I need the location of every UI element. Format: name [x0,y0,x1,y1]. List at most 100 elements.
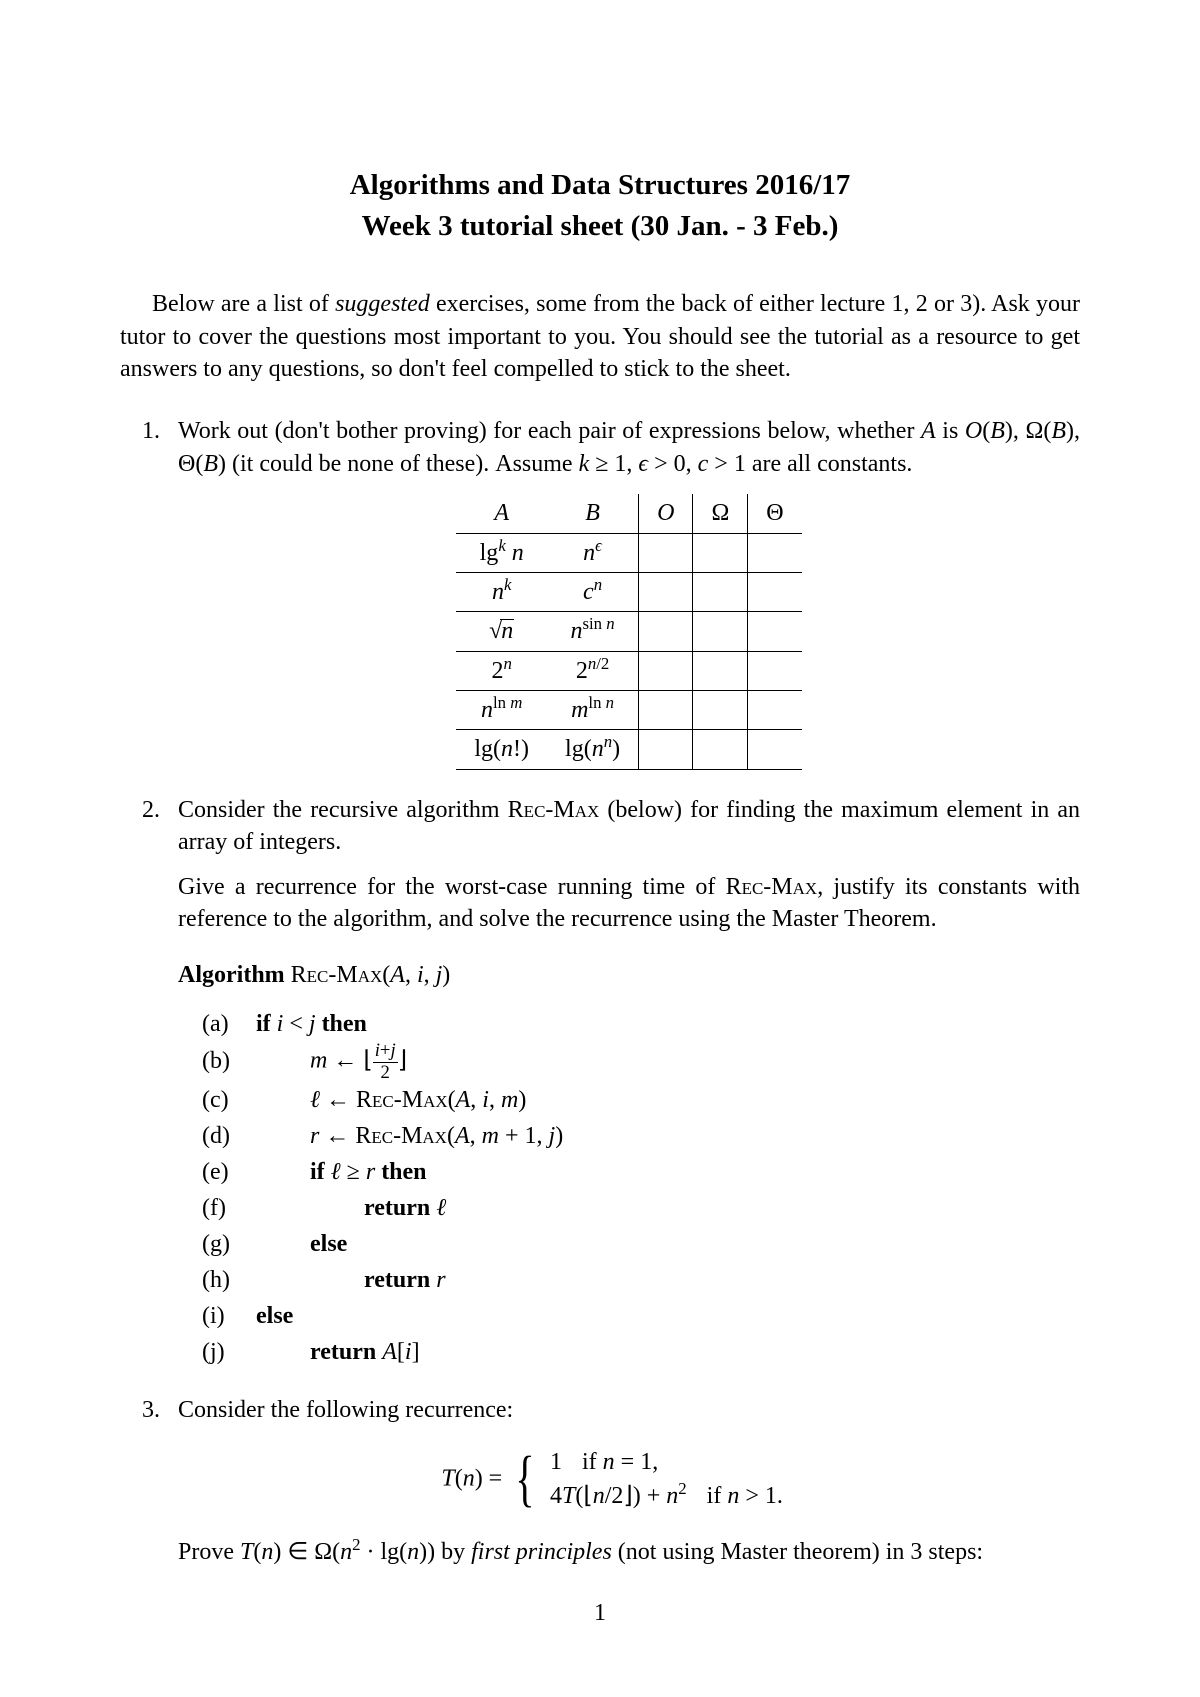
cell-Omega [693,572,748,611]
table-row: lg(n!) lg(nn) [456,730,801,769]
cell-Theta [748,730,802,769]
cell-B: 2n/2 [547,651,639,690]
document-title: Algorithms and Data Structures 2016/17 W… [120,165,1080,246]
algo-line: (i)else [202,1298,1080,1334]
algo-line: (j)return A[i] [202,1334,1080,1370]
case-expr: 4T(⌊n/2⌋) + n2 [550,1479,687,1514]
cell-Theta [748,533,802,572]
cell-Theta [748,651,802,690]
algo-label: (i) [202,1298,256,1334]
title-line-2: Week 3 tutorial sheet (30 Jan. - 3 Feb.) [120,206,1080,247]
algo-line: (g)else [202,1226,1080,1262]
col-A: A [456,494,547,533]
cell-B: cn [547,572,639,611]
algo-content: ℓ ← Rec-Max(A, i, m) [256,1082,526,1118]
case-cond: if n = 1, [582,1445,692,1480]
algo-content: return A[i] [256,1334,420,1370]
algorithm-title: Algorithm Rec-Max(A, i, j) [178,959,1080,991]
algo-label: (f) [202,1190,256,1226]
problem-1-text: Work out (don't bother proving) for each… [178,415,1080,480]
table-row: lgk n nϵ [456,533,801,572]
algo-label: (d) [202,1118,256,1154]
problem-number: 1. [142,415,160,447]
algo-content: return r [256,1262,446,1298]
algo-label: (c) [202,1082,256,1118]
intro-text-before: Below are a list of [152,291,335,317]
problem-number: 2. [142,794,160,826]
cell-Theta [748,691,802,730]
problem-list: 1. Work out (don't bother proving) for e… [120,415,1080,1568]
cell-O [639,572,693,611]
algo-line: (h)return r [202,1262,1080,1298]
recurrence-equation: T(n) = { 1 if n = 1, 4T(⌊n/2⌋) + n2 if n… [178,1445,1080,1515]
algo-content: m ← ⌊i+j2⌋ [256,1042,407,1082]
algo-title-prefix: Algorithm [178,962,291,988]
problem-3: 3. Consider the following recurrence: T(… [150,1394,1080,1568]
cell-B: nϵ [547,533,639,572]
cell-A: nln m [456,691,547,730]
cell-O [639,612,693,651]
table-row: √n nsin n [456,612,801,651]
brace-icon: { [515,1453,534,1506]
case-cond: if n > 1. [707,1479,817,1514]
problem-2: 2. Consider the recursive algorithm Rec-… [150,794,1080,1370]
algo-line: (f)return ℓ [202,1190,1080,1226]
col-B: B [547,494,639,533]
problem-2-p2: Give a recurrence for the worst-case run… [178,871,1080,936]
cell-Theta [748,572,802,611]
cell-Omega [693,730,748,769]
algo-line: (b)m ← ⌊i+j2⌋ [202,1042,1080,1082]
algo-content: return ℓ [256,1190,446,1226]
algo-title-args: (A, i, j) [382,962,450,988]
cell-Omega [693,612,748,651]
cell-A: lgk n [456,533,547,572]
title-line-1: Algorithms and Data Structures 2016/17 [120,165,1080,206]
cell-O [639,691,693,730]
cell-O [639,651,693,690]
algo-label: (g) [202,1226,256,1262]
cell-Omega [693,651,748,690]
cell-B: mln n [547,691,639,730]
col-Theta: Θ [748,494,802,533]
col-O: O [639,494,693,533]
table-row: nln m mln n [456,691,801,730]
algo-label: (b) [202,1043,256,1079]
complexity-table: A B O Ω Θ lgk n nϵ nk cn [456,494,801,770]
cell-A: nk [456,572,547,611]
algo-label: (j) [202,1334,256,1370]
problem-3-p1: Consider the following recurrence: [178,1394,1080,1426]
cell-A: lg(n!) [456,730,547,769]
algo-line: (a)if i < j then [202,1006,1080,1042]
recurrence-cases: 1 if n = 1, 4T(⌊n/2⌋) + n2 if n > 1. [550,1445,817,1515]
problem-2-p1: Consider the recursive algorithm Rec-Max… [178,794,1080,859]
algo-label: (h) [202,1262,256,1298]
problem-number: 3. [142,1394,160,1426]
problem-1: 1. Work out (don't bother proving) for e… [150,415,1080,770]
case-expr: 1 [550,1445,562,1480]
algo-content: r ← Rec-Max(A, m + 1, j) [256,1118,563,1154]
algo-line: (d)r ← Rec-Max(A, m + 1, j) [202,1118,1080,1154]
table-header-row: A B O Ω Θ [456,494,801,533]
cell-Theta [748,612,802,651]
algo-content: if ℓ ≥ r then [256,1154,427,1190]
col-Omega: Ω [693,494,748,533]
cell-B: nsin n [547,612,639,651]
cell-Omega [693,691,748,730]
cell-O [639,730,693,769]
case-row: 1 if n = 1, [550,1445,817,1480]
algo-content: if i < j then [256,1006,367,1042]
intro-italic: suggested [335,291,430,317]
algo-title-name: Rec-Max [291,962,383,988]
algo-line: (e)if ℓ ≥ r then [202,1154,1080,1190]
cell-B: lg(nn) [547,730,639,769]
intro-paragraph: Below are a list of suggested exercises,… [120,288,1080,385]
cell-O [639,533,693,572]
table-row: 2n 2n/2 [456,651,801,690]
cell-Omega [693,533,748,572]
algo-line: (c)ℓ ← Rec-Max(A, i, m) [202,1082,1080,1118]
case-row: 4T(⌊n/2⌋) + n2 if n > 1. [550,1479,817,1514]
page-number: 1 [0,1597,1200,1629]
cell-A: 2n [456,651,547,690]
algo-content: else [256,1298,293,1334]
recurrence-lhs: T [441,1465,454,1491]
